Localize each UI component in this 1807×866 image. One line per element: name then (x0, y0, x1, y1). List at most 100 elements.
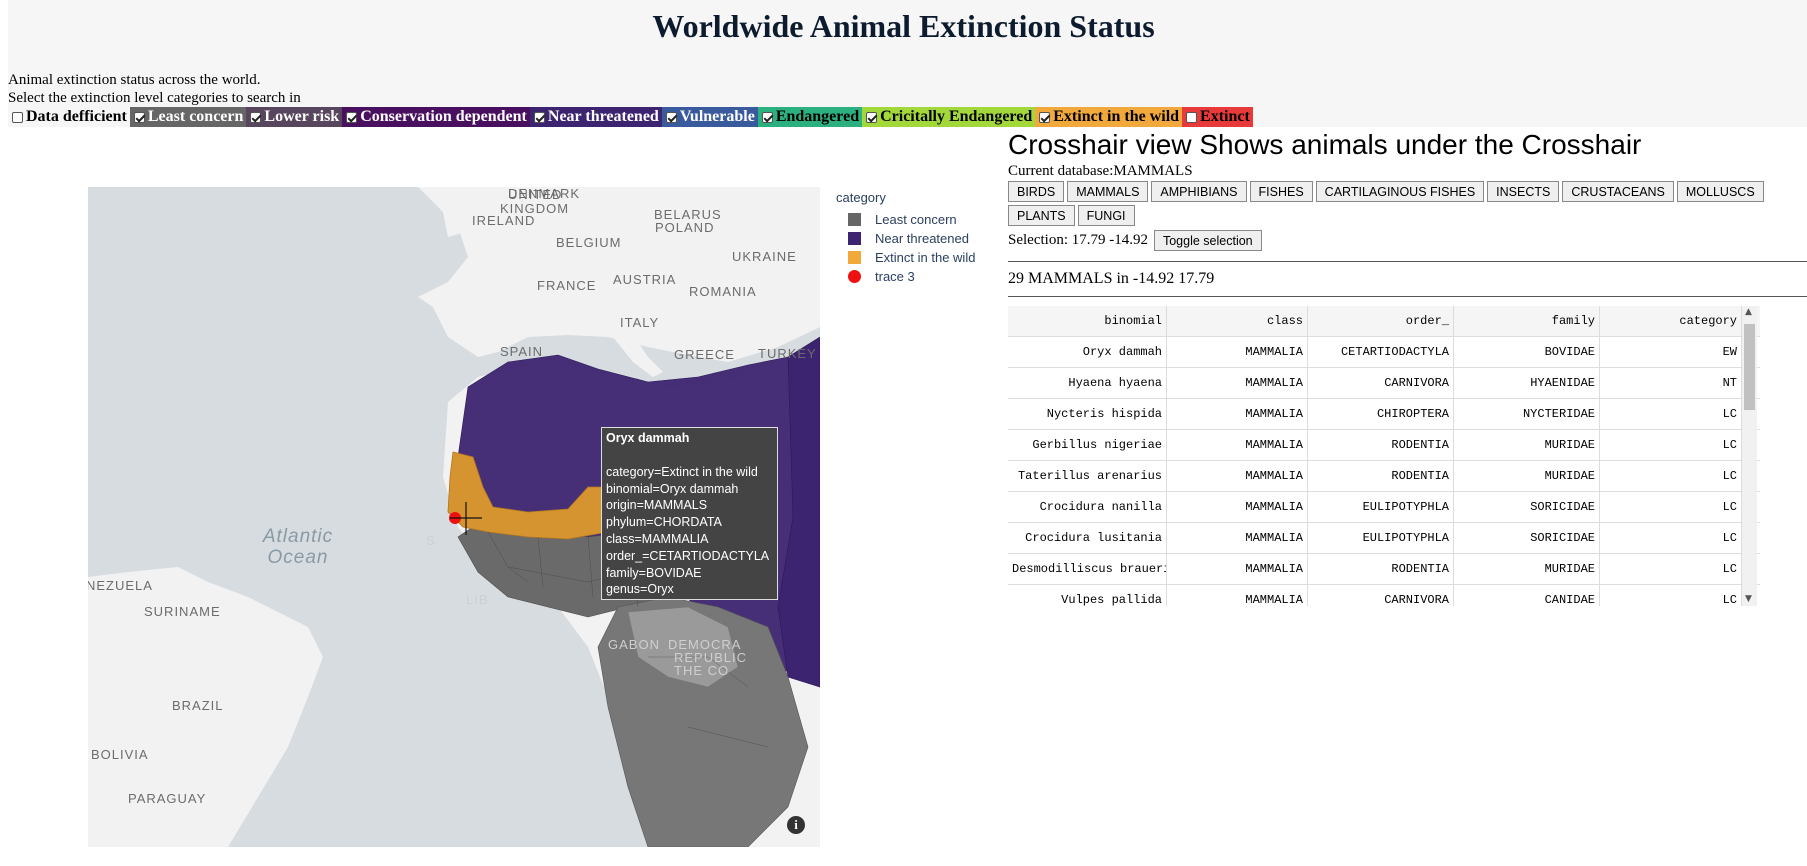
map-label-congo: THE CO (674, 663, 730, 678)
table-cell: EULIPOTYPHLA (1308, 523, 1454, 553)
table-cell: LC (1600, 585, 1742, 606)
category-filter-endangered[interactable]: Endangered (757, 107, 863, 127)
table-cell: MAMMALIA (1167, 492, 1308, 522)
map-label-s: S (426, 533, 436, 548)
checkbox[interactable] (250, 111, 262, 123)
category-label: Cricitally Endangered (880, 108, 1033, 125)
category-filter-near-threatened[interactable]: Near threatened (529, 107, 662, 127)
table-cell: SORICIDAE (1454, 492, 1600, 522)
table-row[interactable]: Gerbillus nigeriae MAMMALIA RODENTIA MURIDA… (1008, 430, 1760, 461)
result-count: 29 MAMMALS in -14.92 17.79 (1008, 270, 1215, 287)
table-cell: CARNIVORA (1308, 585, 1454, 606)
table-cell: MURIDAE (1454, 554, 1600, 584)
table-row[interactable]: Nycteris hispida MAMMALIA CHIROPTERA NYCTER… (1008, 399, 1760, 430)
table-cell: Crocidura lusitania (1008, 523, 1167, 553)
legend-item-least-concern[interactable]: Least concern (836, 210, 975, 229)
db-button-amphibians[interactable]: AMPHIBIANS (1151, 181, 1247, 202)
table-cell: MAMMALIA (1167, 523, 1308, 553)
tooltip-line: binomial=Oryx dammah (606, 481, 739, 496)
column-header[interactable]: binomial (1008, 306, 1167, 336)
crosshair-icon (450, 502, 482, 535)
scroll-down-icon[interactable]: ▼ (1745, 594, 1752, 604)
table-row[interactable]: Crocidura nanilla MAMMALIA EULIPOTYPHLA SOR… (1008, 492, 1760, 523)
table-header-row: binomial class order_ family category (1008, 306, 1760, 337)
category-filter-extinct-in-the-wild[interactable]: Extinct in the wild (1035, 107, 1183, 127)
table-row[interactable]: Desmodilliscus braueri MAMMALIA RODENTIA MU… (1008, 554, 1760, 585)
tooltip-line: class=MAMMALIA (606, 531, 709, 546)
page-description: Animal extinction status across the worl… (8, 71, 301, 107)
db-button-birds[interactable]: BIRDS (1008, 181, 1065, 202)
legend-item-near-threatened[interactable]: Near threatened (836, 229, 975, 248)
db-button-mammals[interactable]: MAMMALS (1067, 181, 1149, 202)
info-icon[interactable]: i (787, 816, 805, 834)
scroll-up-icon[interactable]: ▲ (1745, 307, 1752, 317)
divider (1008, 296, 1807, 297)
map-label-bolivia: BOLIVIA (91, 747, 149, 762)
db-button-insects[interactable]: INSECTS (1487, 181, 1560, 202)
legend-title: category (836, 190, 886, 205)
db-button-molluscs[interactable]: MOLLUSCS (1676, 181, 1764, 202)
table-cell: CARNIVORA (1308, 368, 1454, 398)
checkbox[interactable] (761, 111, 773, 123)
db-button-plants[interactable]: PLANTS (1008, 205, 1075, 226)
toggle-selection-button[interactable]: Toggle selection (1153, 230, 1262, 251)
table-row[interactable]: Crocidura lusitania MAMMALIA EULIPOTYPHLA S… (1008, 523, 1760, 554)
db-button-cartilaginous-fishes[interactable]: CARTILAGINOUS FISHES (1315, 181, 1485, 202)
checkbox[interactable] (346, 111, 358, 123)
checkbox[interactable] (665, 111, 677, 123)
map-view[interactable]: DENMARK UNITED KINGDOM IRELAND BELARUS P… (88, 187, 820, 847)
land-uk (470, 187, 508, 232)
category-filter-vulnerable[interactable]: Vulnerable (661, 107, 758, 127)
tooltip-line: category=Extinct in the wild (606, 464, 758, 479)
table-row[interactable]: Oryx dammah MAMMALIA CETARTIODACTYLA BOVIDA… (1008, 337, 1760, 368)
legend-item-trace-3[interactable]: trace 3 (836, 267, 975, 286)
column-header[interactable]: category (1600, 306, 1742, 336)
table-row[interactable]: Taterillus arenarius MAMMALIA RODENTIA MURI… (1008, 461, 1760, 492)
category-label: Endangered (775, 108, 860, 125)
column-header[interactable]: class (1167, 306, 1308, 336)
db-button-crustaceans[interactable]: CRUSTACEANS (1562, 181, 1674, 202)
checkbox[interactable] (533, 111, 545, 123)
results-table[interactable]: binomial class order_ family category Oryx da… (1008, 306, 1760, 606)
checkbox[interactable] (12, 111, 23, 123)
column-header[interactable]: family (1454, 306, 1600, 336)
category-label: Extinct in the wild (1053, 108, 1180, 125)
table-cell: MAMMALIA (1167, 337, 1308, 367)
category-filter-cricitally-endangered[interactable]: Cricitally Endangered (862, 107, 1036, 127)
checkbox[interactable] (133, 111, 145, 123)
db-button-fungi[interactable]: FUNGI (1077, 205, 1135, 226)
map-label-gabon: GABON (608, 637, 660, 652)
map-label-austria: AUSTRIA (613, 272, 677, 287)
table-row[interactable]: Vulpes pallida MAMMALIA CARNIVORA CANIDAE LC (1008, 585, 1760, 606)
category-filter-least-concern[interactable]: Least concern (129, 107, 247, 127)
category-filter-lower-risk[interactable]: Lower risk (246, 107, 343, 127)
map-label-romania: ROMANIA (689, 284, 757, 299)
table-cell: SORICIDAE (1454, 523, 1600, 553)
current-database: Current database:MAMMALS (1008, 163, 1193, 179)
category-label: Vulnerable (679, 108, 755, 125)
legend-label: Extinct in the wild (875, 250, 976, 265)
table-row[interactable]: Hyaena hyaena MAMMALIA CARNIVORA HYAENIDAE N… (1008, 368, 1760, 399)
description-text: Animal extinction status across the worl… (8, 72, 261, 88)
column-header[interactable]: order_ (1308, 306, 1454, 336)
category-filter-data-defficient[interactable]: Data defficient (8, 107, 130, 127)
header-band (8, 0, 1807, 127)
legend-item-extinct-in-the-wild[interactable]: Extinct in the wild (836, 248, 975, 267)
legend-swatch (848, 232, 861, 245)
table-scrollbar[interactable]: ▲ ▼ (1742, 306, 1757, 606)
checkbox[interactable] (1186, 111, 1198, 123)
map-label-belarus: BELARUS (654, 207, 722, 222)
db-button-fishes[interactable]: FISHES (1249, 181, 1313, 202)
table-cell: MAMMALIA (1167, 430, 1308, 460)
land-italy (608, 317, 663, 377)
checkbox[interactable] (866, 111, 878, 123)
category-filter-extinct[interactable]: Extinct (1182, 107, 1253, 127)
table-cell: MAMMALIA (1167, 368, 1308, 398)
table-cell: MAMMALIA (1167, 585, 1308, 606)
category-filter-conservation-dependent[interactable]: Conservation dependent (342, 107, 530, 127)
scroll-thumb[interactable] (1744, 324, 1755, 410)
table-cell: LC (1600, 430, 1742, 460)
checkbox[interactable] (1039, 111, 1051, 123)
map-label-lib: LIB (466, 592, 489, 607)
tooltip-line: genus=Oryx (606, 582, 674, 597)
